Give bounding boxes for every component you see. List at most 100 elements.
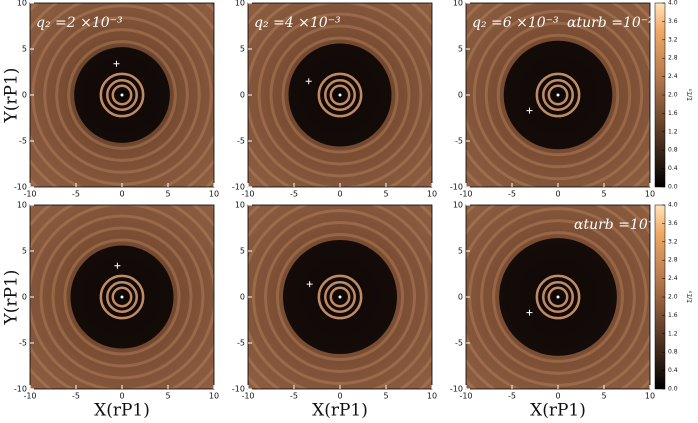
- x-tick-label: 5: [383, 190, 388, 199]
- y-axis-label: Y(rP1): [2, 68, 22, 124]
- y-tick-label: 10: [235, 0, 245, 8]
- y-tick-label: 10: [453, 201, 463, 210]
- x-tick-label: -5: [508, 392, 516, 401]
- colorbar-tick-label: 0.4: [668, 165, 678, 172]
- y-tick-label: -10: [450, 183, 463, 192]
- y-tick-label: 0: [240, 293, 245, 302]
- colorbar-tick-label: 1.2: [668, 330, 678, 337]
- ring: [67, 40, 177, 150]
- inner-ring: [329, 286, 351, 308]
- x-tick-label: -5: [508, 190, 516, 199]
- x-axis-label: X(rP1): [312, 401, 368, 421]
- inner-ring: [547, 286, 569, 308]
- ring: [263, 220, 417, 374]
- y-tick-label: 10: [17, 0, 27, 8]
- planet: [113, 60, 120, 67]
- colorbar-tick-label: 0.4: [668, 367, 678, 374]
- inner-ring: [547, 84, 569, 106]
- x-tick-label: 5: [601, 190, 606, 199]
- ring: [43, 16, 201, 174]
- panel-image: [30, 205, 214, 389]
- planet: [526, 309, 533, 316]
- x-tick-label: -10: [241, 392, 254, 401]
- star: [556, 295, 560, 299]
- ring: [51, 226, 193, 368]
- colorbar-tick-label: 3.2: [668, 36, 678, 43]
- y-tick-label: 0: [22, 91, 27, 100]
- colorbar-tick-label: 2.0: [668, 294, 678, 301]
- inner-ring: [329, 84, 351, 106]
- planet: [305, 78, 312, 85]
- planet: [306, 281, 313, 288]
- inner-ring: [317, 72, 363, 118]
- colorbar-tick-label: 4.0: [668, 0, 678, 7]
- y-tick-label: -5: [19, 137, 27, 146]
- annotation: q₂ =2 ×10⁻³: [36, 15, 123, 31]
- x-axis-label: X(rP1): [94, 401, 150, 421]
- annotation: αturb =10⁻³: [574, 217, 661, 233]
- y-tick-label: -5: [237, 339, 245, 348]
- x-axis-label: X(rP1): [530, 401, 586, 421]
- inner-ring: [111, 84, 133, 106]
- inner-ring: [317, 274, 363, 320]
- inner-ring: [324, 79, 356, 111]
- x-tick-label: 10: [645, 392, 655, 401]
- ring: [496, 33, 620, 157]
- x-tick-label: 0: [119, 190, 124, 199]
- inner-ring: [106, 79, 138, 111]
- y-tick-label: 0: [458, 293, 463, 302]
- x-tick-label: 0: [555, 190, 560, 199]
- y-tick-label: -5: [19, 339, 27, 348]
- x-tick-label: -5: [72, 190, 80, 199]
- y-tick-label: -5: [455, 137, 463, 146]
- annotation: q₂ =4 ×10⁻³: [254, 15, 341, 31]
- x-tick-label: -10: [241, 190, 254, 199]
- star: [338, 295, 342, 299]
- inner-ring: [542, 281, 574, 313]
- panel-image: [30, 3, 214, 187]
- ring: [257, 12, 423, 178]
- y-tick-label: 0: [22, 293, 27, 302]
- inner-ring: [324, 281, 356, 313]
- x-tick-label: -10: [23, 190, 36, 199]
- ring: [269, 24, 411, 166]
- x-tick-label: 0: [337, 190, 342, 199]
- y-tick-label: 0: [458, 91, 463, 100]
- ring: [484, 21, 632, 169]
- y-tick-label: -10: [14, 385, 27, 394]
- x-tick-label: 0: [555, 392, 560, 401]
- inner-ring: [535, 274, 581, 320]
- x-tick-label: 10: [427, 392, 437, 401]
- y-tick-label: 5: [22, 45, 27, 54]
- x-tick-label: -10: [459, 190, 472, 199]
- colorbar-tick-label: 2.4: [668, 73, 678, 80]
- y-tick-label: 10: [453, 0, 463, 8]
- y-tick-label: -10: [14, 183, 27, 192]
- x-tick-label: -10: [23, 392, 36, 401]
- star: [556, 93, 560, 97]
- x-tick-label: 5: [165, 392, 170, 401]
- ring: [275, 232, 405, 362]
- ring: [480, 219, 636, 375]
- colorbar-tick-label: 1.6: [668, 110, 678, 117]
- colorbar-tick-label: 3.6: [668, 220, 678, 227]
- ring: [472, 9, 644, 181]
- inner-ring: [99, 274, 145, 320]
- ring: [39, 214, 205, 380]
- colorbar-tick-label: 1.2: [668, 128, 678, 135]
- y-tick-label: -10: [232, 183, 245, 192]
- x-tick-label: 10: [209, 392, 219, 401]
- inner-ring: [106, 281, 138, 313]
- colorbar-tick-label: 0.0: [668, 386, 678, 393]
- x-tick-label: 10: [427, 190, 437, 199]
- y-tick-label: 5: [458, 45, 463, 54]
- colorbar-label: Σ/Σ₀: [687, 88, 694, 101]
- y-axis-label: Y(rP1): [2, 270, 22, 326]
- ring: [252, 209, 428, 385]
- y-tick-label: -5: [455, 339, 463, 348]
- y-tick-label: -10: [450, 385, 463, 394]
- x-tick-label: 0: [337, 392, 342, 401]
- star: [120, 295, 124, 299]
- ring: [281, 36, 399, 154]
